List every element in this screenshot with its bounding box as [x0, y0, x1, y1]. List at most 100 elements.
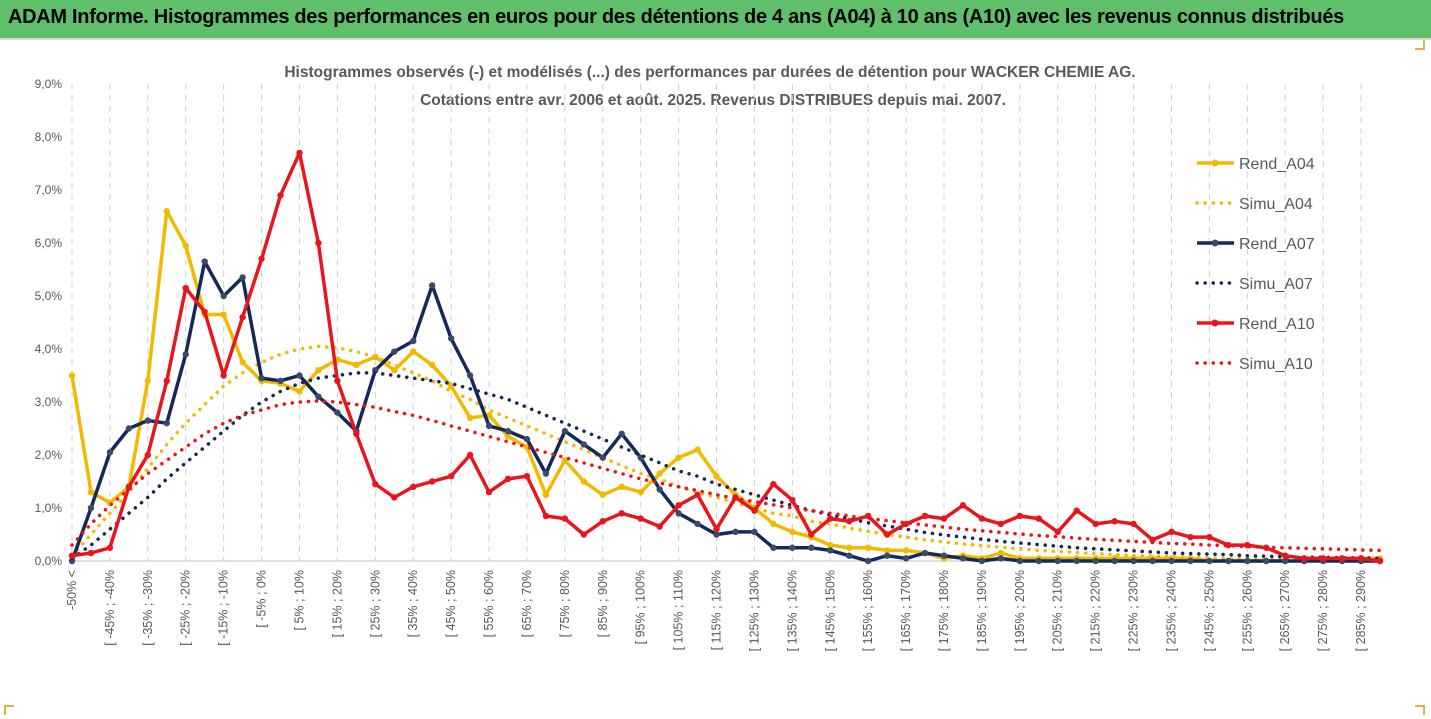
x-tick-label: [ 85% ; 90% — [596, 570, 610, 637]
point-Rend_A10 — [1130, 520, 1137, 528]
point-Rend_A07 — [732, 528, 739, 536]
point-Rend_A07 — [1092, 557, 1099, 565]
point-Rend_A10 — [1054, 528, 1061, 536]
y-tick-label: 3,0% — [35, 395, 63, 409]
resize-handle-top-right[interactable] — [1415, 40, 1425, 50]
point-Rend_A07 — [68, 557, 76, 565]
x-tick-label: [ 25% ; 30% — [368, 570, 382, 637]
resize-handle-bottom-right[interactable] — [1415, 705, 1425, 715]
point-Rend_A07 — [1263, 557, 1270, 565]
point-Rend_A04 — [656, 470, 663, 477]
point-Rend_A07 — [220, 292, 227, 300]
point-Rend_A07 — [789, 544, 796, 551]
series-Rend_A10 — [68, 149, 1384, 565]
x-tick-label: [ -15% ; -10% — [217, 570, 231, 646]
point-Rend_A07 — [808, 544, 815, 551]
point-Rend_A10 — [1073, 507, 1080, 514]
x-tick-label: [ 235% ; 240% — [1164, 570, 1178, 651]
point-Rend_A10 — [789, 496, 796, 504]
point-Rend_A10 — [1187, 533, 1194, 541]
point-Rend_A10 — [997, 520, 1005, 528]
point-Rend_A04 — [694, 446, 701, 453]
point-Rend_A04 — [542, 491, 550, 498]
point-Rend_A10 — [258, 255, 265, 263]
x-tick-label: [ 95% ; 100% — [634, 570, 648, 644]
point-Rend_A10 — [959, 502, 967, 509]
point-Rend_A10 — [770, 480, 777, 488]
resize-handle-bottom-left[interactable] — [4, 705, 14, 715]
point-Rend_A04 — [182, 242, 189, 249]
point-Rend_A10 — [334, 377, 341, 384]
point-Rend_A07 — [296, 372, 303, 379]
point-Rend_A04 — [239, 359, 246, 366]
point-Rend_A04 — [144, 377, 152, 384]
y-tick-label: 8,0% — [35, 130, 63, 144]
point-Rend_A10 — [751, 507, 758, 514]
point-Rend_A07 — [542, 470, 550, 477]
point-Rend_A10 — [201, 308, 208, 316]
point-Rend_A04 — [675, 454, 682, 461]
point-Rend_A10 — [921, 512, 929, 520]
point-Rend_A10 — [1206, 533, 1213, 541]
y-tick-label: 6,0% — [35, 236, 63, 250]
point-Rend_A10 — [675, 502, 682, 509]
point-Rend_A10 — [220, 372, 227, 379]
point-Rend_A07 — [106, 449, 114, 456]
line-Rend_A07 — [70, 259, 1380, 563]
legend-label: Simu_A10 — [1239, 356, 1313, 373]
point-Rend_A07 — [391, 348, 398, 355]
point-Rend_A07 — [1187, 557, 1194, 565]
point-Rend_A10 — [940, 515, 948, 522]
point-Rend_A07 — [997, 555, 1005, 562]
point-Rend_A07 — [883, 552, 891, 559]
line-Simu_A10 — [70, 399, 1382, 553]
point-Rend_A07 — [751, 528, 758, 536]
legend-item-Simu_A07: Simu_A07 — [1195, 276, 1313, 293]
point-Rend_A10 — [580, 531, 588, 538]
point-Rend_A07 — [258, 374, 265, 382]
point-Rend_A04 — [713, 473, 720, 480]
x-tick-label: [ 175% ; 180% — [937, 570, 951, 651]
point-Rend_A07 — [87, 504, 95, 512]
point-Rend_A04 — [770, 520, 777, 528]
point-Rend_A10 — [485, 488, 493, 496]
axes: 0,0% 1,0% 2,0% 3,0% 4,0% 5,0% 6,0% 7,0% 8,0% 9,0%… — [35, 77, 1380, 651]
point-Rend_A07 — [144, 417, 152, 424]
x-tick-label: [ 45% ; 50% — [444, 570, 458, 637]
point-Rend_A07 — [239, 274, 246, 281]
point-Rend_A10 — [1376, 557, 1384, 565]
point-Rend_A04 — [447, 382, 455, 390]
point-Rend_A04 — [163, 208, 170, 215]
point-Rend_A10 — [618, 510, 625, 517]
point-Rend_A04 — [864, 544, 872, 551]
point-Rend_A07 — [277, 377, 284, 384]
point-Rend_A10 — [827, 515, 834, 522]
point-Rend_A04 — [637, 488, 644, 496]
x-tick-label: [ 5% ; 10% — [292, 570, 306, 630]
x-tick-label: [ 35% ; 40% — [406, 570, 420, 637]
point-Rend_A04 — [902, 547, 910, 554]
legend-item-Simu_A04: Simu_A04 — [1195, 196, 1313, 213]
point-Rend_A07 — [410, 337, 417, 345]
point-Rend_A10 — [353, 430, 360, 437]
point-Rend_A10 — [1168, 528, 1175, 536]
x-tick-label: [ 245% ; 250% — [1202, 570, 1216, 651]
point-Rend_A04 — [428, 361, 436, 369]
series-lines — [68, 149, 1384, 565]
point-Rend_A04 — [561, 457, 569, 464]
point-Rend_A10 — [68, 552, 76, 559]
x-tick-label: [ 265% ; 270% — [1278, 570, 1292, 651]
point-Rend_A10 — [1111, 518, 1118, 525]
x-tick-label: [ 105% ; 110% — [672, 570, 686, 650]
x-tick-label: [ -25% ; -20% — [179, 570, 193, 646]
point-Rend_A04 — [504, 433, 512, 440]
point-Rend_A10 — [239, 314, 246, 321]
x-tick-label: [ 115% ; 120% — [710, 570, 724, 650]
legend-item-Rend_A04: Rend_A04 — [1197, 156, 1315, 173]
x-tick-label: -50% < — [65, 570, 79, 610]
x-tick-label: [ 275% ; 280% — [1316, 570, 1330, 651]
x-tick-label: [ -5% ; 0% — [255, 570, 269, 628]
point-Rend_A04 — [296, 388, 303, 395]
point-Rend_A07 — [827, 547, 834, 554]
